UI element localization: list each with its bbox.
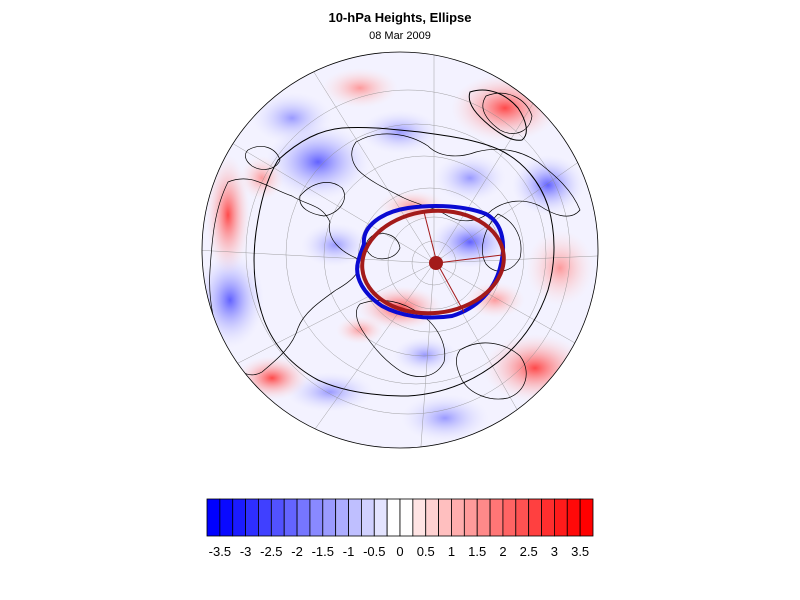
colorbar-swatch	[528, 498, 542, 537]
colorbar-tick-label: -3	[240, 544, 252, 559]
colorbar-tick-label: 0.5	[417, 544, 435, 559]
colorbar-swatch	[451, 498, 465, 537]
fitted-ellipse	[360, 208, 506, 316]
colorbar-swatch	[412, 498, 427, 537]
colorbar-swatch	[373, 498, 388, 537]
ellipse-center-dot	[429, 256, 443, 270]
colorbar-swatch	[296, 498, 311, 537]
map-title: 10-hPa Heights, Ellipse	[328, 10, 472, 25]
colorbar-swatch	[270, 498, 285, 537]
height-contours	[253, 89, 555, 397]
colorbar-swatch	[386, 498, 401, 537]
colorbar-swatch	[335, 498, 349, 537]
colorbar-swatch	[579, 498, 594, 537]
colorbar-swatch	[348, 498, 362, 537]
ellipse-axis	[436, 262, 465, 313]
colorbar-tick-label: 1.5	[468, 544, 486, 559]
colorbar-swatch	[245, 498, 259, 537]
globe-outline	[201, 51, 599, 449]
colorbar-swatch	[219, 498, 234, 537]
colorbar-swatch	[206, 498, 221, 537]
coastlines	[209, 92, 581, 400]
colorbar-swatch	[489, 498, 504, 537]
colorbar-swatch	[502, 498, 517, 537]
colorbar-swatch	[541, 498, 555, 537]
colorbar-tick-label: 0	[396, 544, 403, 559]
colorbar-tick-label: 1	[448, 544, 455, 559]
colorbar-swatch	[425, 498, 440, 537]
colorbar-swatch	[554, 498, 568, 537]
colorbar-swatch	[476, 498, 491, 537]
colorbar-swatch	[360, 498, 375, 537]
colorbar-swatch	[566, 498, 581, 537]
colorbar-tick-label: -0.5	[363, 544, 385, 559]
ellipse-axis	[423, 211, 438, 264]
ellipse-axis	[436, 254, 503, 264]
colorbar-swatch	[463, 498, 478, 537]
colorbar-tick-label: 2	[499, 544, 506, 559]
colorbar-tick-label: -1	[343, 544, 355, 559]
colorbar-tick-label: -3.5	[209, 544, 231, 559]
colorbar-swatch	[322, 498, 337, 537]
colorbar-tick-label: 3.5	[571, 544, 589, 559]
colorbar-tick-label: -2.5	[260, 544, 282, 559]
colorbar-tick-label: -1.5	[312, 544, 334, 559]
colorbar-swatch	[258, 498, 272, 537]
colorbar-tick-label: 3	[551, 544, 558, 559]
colorbar-swatch	[232, 498, 247, 537]
colorbar-tick-label: 2.5	[520, 544, 538, 559]
colorbar-swatch	[283, 498, 298, 537]
anomaly-field	[202, 52, 598, 448]
colorbar-swatch	[399, 498, 414, 537]
colorbar-tick-label: -2	[291, 544, 303, 559]
colorbar-swatch	[515, 498, 530, 537]
colorbar-swatch	[438, 498, 452, 537]
map-date: 08 Mar 2009	[369, 30, 431, 42]
colorbar-swatch	[309, 498, 324, 537]
graticule	[202, 52, 598, 448]
